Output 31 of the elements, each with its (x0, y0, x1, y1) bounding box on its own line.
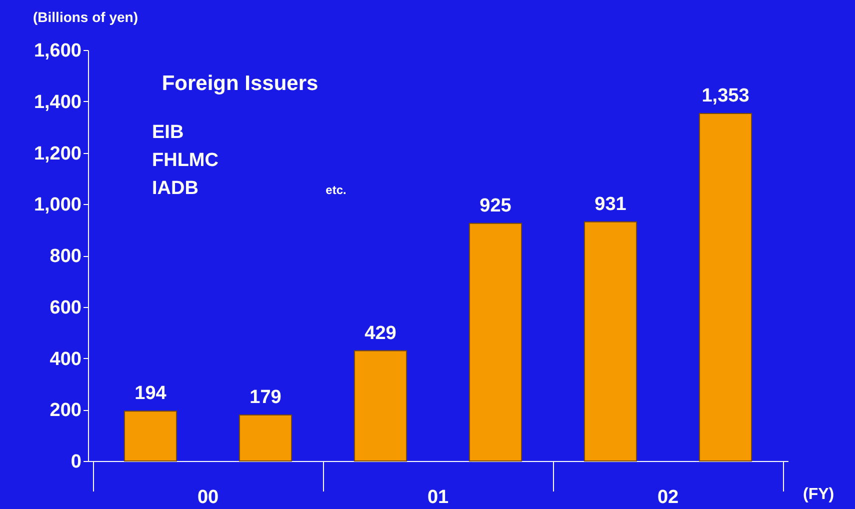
text: 01 (427, 487, 449, 508)
data-label: 194 (134, 383, 167, 404)
y-tick-label: 1,000 (34, 194, 82, 216)
y-tick-label: 600 (50, 297, 82, 318)
bar (354, 350, 407, 462)
bar (469, 222, 522, 462)
text: 00 (197, 487, 219, 508)
text: 02 (657, 487, 679, 508)
annotation: EIB (152, 122, 184, 143)
bar (124, 410, 177, 462)
annotation: etc. (326, 183, 346, 197)
y-tick-label: 0 (70, 452, 82, 472)
bar (699, 112, 752, 462)
data-label: 429 (364, 322, 396, 344)
y-axis-title: (Billions of yen) (33, 9, 138, 25)
annotation: Foreign Issuers (162, 72, 318, 95)
y-tick-label: 1,200 (34, 143, 82, 164)
x-axis-title: (FY) (803, 486, 834, 503)
y-tick-label: 800 (50, 246, 82, 267)
data-label: 925 (480, 195, 512, 216)
data-label: 1,353 (702, 85, 750, 106)
annotation: FHLMC (152, 150, 219, 171)
bar (584, 221, 637, 462)
y-tick-label: 200 (50, 400, 82, 422)
data-label: 931 (594, 194, 627, 215)
bar (239, 414, 292, 462)
y-tick-label: 1,600 (34, 40, 82, 62)
annotation: IADB (152, 178, 198, 199)
data-label: 179 (250, 387, 282, 408)
y-tick-label: 400 (50, 348, 82, 370)
y-tick-label: 1,400 (34, 92, 82, 113)
